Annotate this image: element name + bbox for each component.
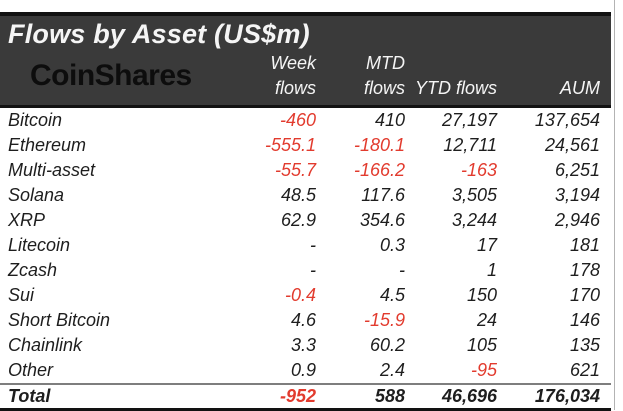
mtd-flows-cell: -15.9	[363, 310, 405, 330]
week-flows-cell: 48.5	[280, 185, 316, 205]
week-flows-cell: -555.1	[264, 135, 316, 155]
ytd-flows-cell: 3,505	[451, 185, 497, 205]
ytd-flows-cell: 150	[466, 285, 497, 305]
aum-cell: 146	[569, 310, 600, 330]
table-row-chainlink: Chainlink 3.3 60.2 105 135	[0, 333, 611, 358]
ytd-flows-cell: 24	[476, 310, 497, 330]
ytd-flows-cell: -163	[460, 160, 497, 180]
column-header-week-flows: Week flows	[270, 53, 316, 98]
week-flows-cell: -	[310, 235, 316, 255]
coinshares-logo: CoinShares	[30, 59, 192, 92]
aum-cell: 621	[569, 360, 600, 380]
ytd-flows-cell: -95	[470, 360, 497, 380]
week-flows-cell: 0.9	[290, 360, 316, 380]
aum-cell: 24,561	[544, 135, 600, 155]
mtd-flows-total-cell: 588	[374, 386, 405, 406]
ytd-flows-total-cell: 46,696	[441, 386, 497, 406]
ytd-flows-cell: 105	[466, 335, 497, 355]
column-header-aum: AUM	[560, 78, 600, 98]
asset-cell: Zcash	[8, 260, 58, 280]
mtd-flows-cell: 4.5	[379, 285, 405, 305]
mtd-flows-cell: 117.6	[361, 185, 405, 205]
table-title: Flows by Asset (US$m)	[8, 19, 310, 49]
mtd-flows-cell: 0.3	[379, 235, 405, 255]
table-row-bitcoin: Bitcoin -460 410 27,197 137,654	[0, 108, 611, 133]
page-column-divider	[614, 0, 615, 410]
mtd-flows-cell: 354.6	[359, 210, 405, 230]
column-header-ytd-flows: YTD flows	[414, 78, 497, 98]
week-flows-cell: -	[310, 260, 316, 280]
table-row-multi-asset: Multi-asset -55.7 -166.2 -163 6,251	[0, 158, 611, 183]
column-header-mtd-flows: MTD flows	[363, 53, 405, 98]
table-row-zcash: Zcash - - 1 178	[0, 258, 611, 283]
table-row-xrp: XRP 62.9 354.6 3,244 2,946	[0, 208, 611, 233]
table-row-short-bitcoin: Short Bitcoin 4.6 -15.9 24 146	[0, 308, 611, 333]
asset-cell: Solana	[8, 185, 65, 205]
table-row-solana: Solana 48.5 117.6 3,505 3,194	[0, 183, 611, 208]
table-row-total: Total -952 588 46,696 176,034	[0, 383, 611, 408]
aum-cell: 137,654	[534, 110, 600, 130]
table-row-litecoin: Litecoin - 0.3 17 181	[0, 233, 611, 258]
asset-cell: Other	[8, 360, 54, 380]
total-label: Total	[8, 386, 51, 406]
ytd-flows-cell: 12,711	[443, 135, 497, 155]
table-body: Bitcoin -460 410 27,197 137,654 Ethereum…	[0, 108, 611, 408]
week-flows-cell: 4.6	[290, 310, 316, 330]
mtd-flows-cell: 60.2	[369, 335, 405, 355]
aum-cell: 181	[569, 235, 600, 255]
aum-cell: 6,251	[554, 160, 600, 180]
table-row-ethereum: Ethereum -555.1 -180.1 12,711 24,561	[0, 133, 611, 158]
asset-cell: XRP	[8, 210, 46, 230]
ytd-flows-cell: 27,197	[441, 110, 497, 130]
aum-cell: 170	[569, 285, 600, 305]
aum-total-cell: 176,034	[534, 386, 600, 406]
table-header: Flows by Asset (US$m) CoinShares Week fl…	[0, 16, 611, 108]
asset-cell: Sui	[8, 285, 35, 305]
asset-cell: Bitcoin	[8, 110, 63, 130]
table-row-other: Other 0.9 2.4 -95 621	[0, 358, 611, 383]
column-header-row: CoinShares Week flows MTD flows YTD flow…	[0, 49, 611, 103]
week-flows-cell: -0.4	[284, 285, 316, 305]
table-row-sui: Sui -0.4 4.5 150 170	[0, 283, 611, 308]
ytd-flows-cell: 3,244	[451, 210, 497, 230]
week-flows-cell: 3.3	[290, 335, 316, 355]
week-flows-cell: -55.7	[274, 160, 316, 180]
mtd-flows-cell: 2.4	[379, 360, 405, 380]
mtd-flows-cell: 410	[374, 110, 405, 130]
asset-cell: Ethereum	[8, 135, 87, 155]
aum-cell: 178	[569, 260, 600, 280]
asset-cell: Short Bitcoin	[8, 310, 111, 330]
flows-by-asset-table: Flows by Asset (US$m) CoinShares Week fl…	[0, 12, 611, 411]
ytd-flows-cell: 1	[486, 260, 497, 280]
ytd-flows-cell: 17	[476, 235, 497, 255]
mtd-flows-cell: -166.2	[353, 160, 405, 180]
asset-cell: Chainlink	[8, 335, 83, 355]
mtd-flows-cell: -	[399, 260, 405, 280]
aum-cell: 2,946	[554, 210, 600, 230]
week-flows-cell: 62.9	[280, 210, 316, 230]
asset-cell: Litecoin	[8, 235, 71, 255]
aum-cell: 135	[569, 335, 600, 355]
asset-cell: Multi-asset	[8, 160, 96, 180]
week-flows-cell: -460	[279, 110, 316, 130]
week-flows-total-cell: -952	[279, 386, 316, 406]
mtd-flows-cell: -180.1	[353, 135, 405, 155]
aum-cell: 3,194	[554, 185, 600, 205]
